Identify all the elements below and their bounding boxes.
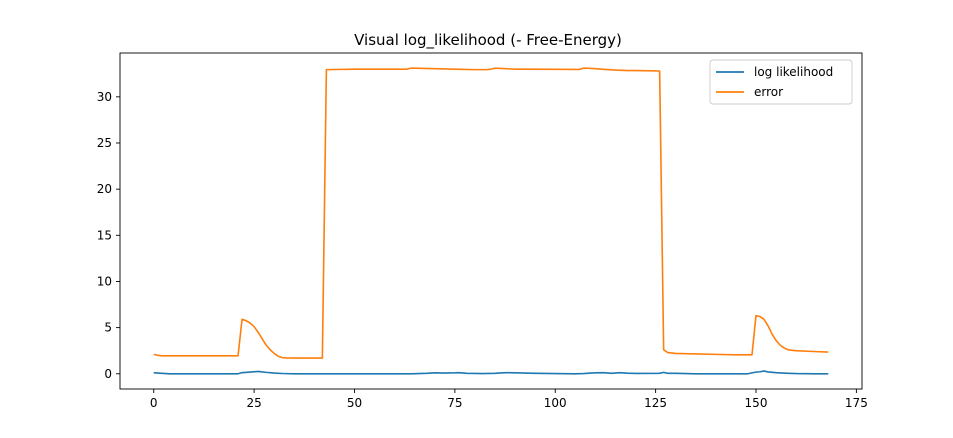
- legend-label-1: error: [754, 85, 783, 99]
- y-tick-label: 25: [97, 136, 112, 150]
- y-tick-label: 15: [97, 228, 112, 242]
- legend-label-0: log likelihood: [754, 65, 833, 79]
- y-tick-label: 0: [104, 367, 112, 381]
- x-tick-label: 175: [845, 396, 868, 410]
- x-tick-label: 100: [544, 396, 567, 410]
- x-tick-label: 75: [447, 396, 462, 410]
- x-tick-label: 150: [745, 396, 768, 410]
- x-tick-label: 25: [246, 396, 261, 410]
- chart-title: Visual log_likelihood (- Free-Energy): [354, 31, 622, 50]
- y-tick-label: 30: [97, 90, 112, 104]
- plot-area: 0 25 50 75 100 125 150 175 0 5 10 15 20 25 30 log likel…: [97, 52, 868, 410]
- x-tick-label: 125: [644, 396, 667, 410]
- axes-frame: [119, 52, 863, 390]
- legend-box: [709, 59, 853, 105]
- x-tick-label: 50: [347, 396, 362, 410]
- y-tick-label: 10: [97, 274, 112, 288]
- y-tick-label: 20: [97, 182, 112, 196]
- y-tick-label: 5: [104, 321, 112, 335]
- series-line-1: [153, 67, 829, 359]
- series-line-0: [153, 370, 829, 375]
- x-tick-label: 0: [150, 396, 158, 410]
